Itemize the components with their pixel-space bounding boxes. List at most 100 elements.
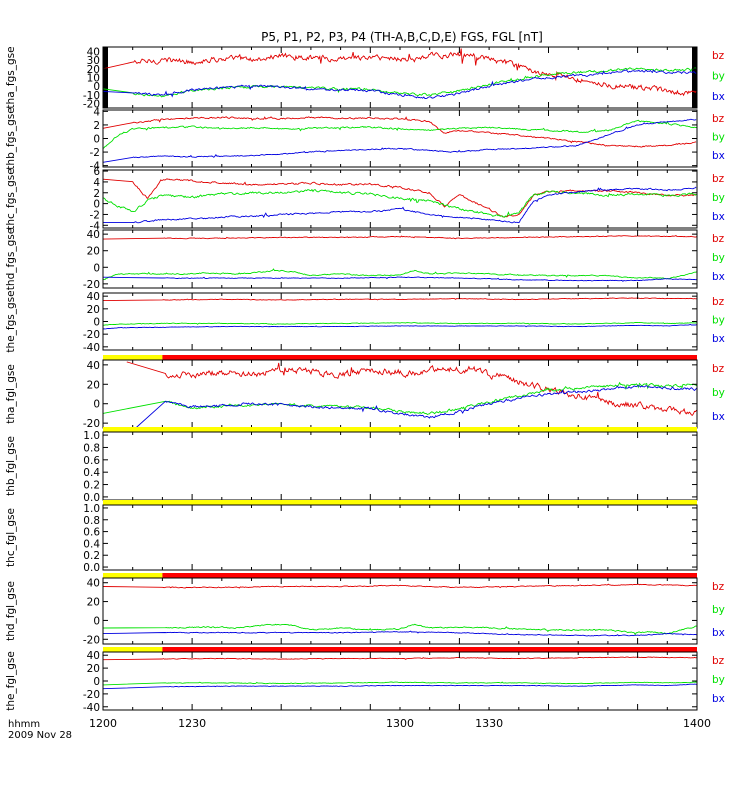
series-by-line [103, 322, 697, 326]
y-tick-label: 0.2 [83, 550, 100, 562]
flag-bar-red [162, 573, 697, 578]
x-axis: 1200 1230 1300 1330 1400 [89, 717, 711, 730]
y-tick-label: 0 [93, 317, 100, 329]
series-bz-line [102, 178, 697, 218]
series-bz-line [102, 297, 697, 302]
panel-frame [102, 169, 698, 229]
y-axis-label: thd_fgl_gse [5, 581, 17, 641]
legend-by: by [712, 132, 725, 144]
legend-bx: bx [712, 211, 725, 223]
y-tick-label: 0.0 [83, 492, 100, 504]
legend-by: by [712, 604, 725, 616]
y-axis-label: thd_fgs_gse [5, 228, 17, 290]
panel-thc_fgl_gse: 0.00.20.40.60.81.0 thc_fgl_gse [5, 500, 698, 574]
series-bz-line [102, 116, 697, 148]
y-axis-label: tha_fgs_gse [5, 46, 17, 108]
y-tick-label: 0.0 [83, 562, 100, 574]
y-tick-label: -10 [83, 90, 100, 102]
legend-bx: bx [712, 91, 725, 103]
panel-frame [102, 46, 698, 109]
panel-frame [102, 504, 698, 571]
y-tick-label: 20 [87, 597, 100, 609]
y-tick-label: 40 [87, 650, 100, 662]
y-axis-label: tha_fgl_gse [5, 364, 17, 424]
series-by-line [103, 268, 697, 281]
legend-bz: bz [712, 296, 725, 308]
legend-bx: bx [712, 627, 725, 639]
series-bx-line [102, 276, 697, 282]
y-tick-label: 4 [93, 177, 100, 189]
flag-bar-yellow [103, 573, 163, 578]
y-tick-label: 0 [93, 615, 100, 627]
y-tick-label: -20 [83, 634, 100, 646]
panel-frame [102, 359, 698, 429]
y-tick-label: -4 [90, 220, 101, 232]
series-bx-line [135, 385, 697, 429]
legend-bz: bz [712, 655, 725, 667]
legend-by: by [712, 315, 725, 327]
y-axis-label: thb_fgl_gse [5, 436, 17, 496]
y-tick-label: -2 [90, 147, 100, 159]
x-axis-date-label: 2009 Nov 28 [8, 730, 72, 741]
y-tick-label: -2 [90, 209, 100, 221]
y-tick-label: 20 [87, 246, 100, 258]
y-tick-label: -20 [83, 689, 100, 701]
y-tick-label: 1.0 [83, 430, 100, 442]
series-bx-line [102, 186, 697, 224]
y-tick-label: 0 [93, 399, 100, 411]
y-tick-label: 0 [93, 134, 100, 146]
y-tick-label: 0.8 [83, 515, 100, 527]
y-tick-label: 0 [93, 676, 100, 688]
y-tick-label: -4 [90, 161, 101, 173]
legend-by: by [712, 252, 725, 264]
series-by-line [102, 188, 697, 218]
series-bx-line [102, 630, 697, 637]
y-axis-label: thc_fgs_gse [5, 168, 17, 229]
x-axis-unit-label: hhmm [8, 719, 40, 730]
legend-by: by [712, 674, 725, 686]
series-bz-line [126, 361, 697, 416]
panel-thd_fgs_gse: -20 0 20 40 thd_fgs_gse bz by bx [5, 228, 725, 291]
y-tick-label: 40 [87, 229, 100, 241]
x-tick-label: 1400 [683, 717, 711, 730]
y-tick-label: 6 [93, 166, 100, 178]
y-tick-label: 0.4 [83, 538, 100, 550]
series-bx-line [102, 68, 697, 99]
legend-bz: bz [712, 581, 725, 593]
series-by-line [102, 381, 697, 416]
legend-bx: bx [712, 333, 725, 345]
y-tick-label: -40 [83, 342, 100, 354]
y-axis-label: thc_fgl_gse [5, 508, 17, 567]
series-bz-line [102, 583, 697, 589]
legend-by: by [712, 71, 725, 83]
y-tick-label: 2 [93, 188, 100, 200]
y-tick-label: 40 [87, 360, 100, 372]
x-tick-label: 1200 [89, 717, 117, 730]
y-tick-label: 0.6 [83, 455, 100, 467]
flag-bar-red [162, 647, 697, 652]
chart-title: P5, P1, P2, P3, P4 (TH-A,B,C,D,E) FGS, F… [261, 30, 543, 44]
series-by-line [102, 119, 697, 149]
panel-frame [102, 431, 698, 501]
flag-bar-yellow [103, 647, 163, 652]
y-tick-label: 2 [93, 120, 100, 132]
x-tick-label: 1300 [386, 717, 414, 730]
legend-bx: bx [712, 271, 725, 283]
flag-bar-yellow [103, 500, 697, 505]
y-axis-label: the_fgs_gse [5, 290, 17, 352]
y-tick-label: 0 [93, 81, 100, 93]
y-tick-label: 0.6 [83, 527, 100, 539]
series-bz-line [102, 234, 697, 240]
flag-bar-red [162, 355, 697, 360]
panel-tha_fgl_gse: -20 0 20 40 tha_fgl_gse bz by bx [5, 355, 725, 430]
y-tick-label: 0 [93, 199, 100, 211]
legend-bz: bz [712, 50, 725, 62]
y-tick-label: 30 [87, 55, 100, 67]
series-bx-line [102, 118, 697, 163]
y-tick-label: 1.0 [83, 503, 100, 515]
legend-bz: bz [712, 173, 725, 185]
